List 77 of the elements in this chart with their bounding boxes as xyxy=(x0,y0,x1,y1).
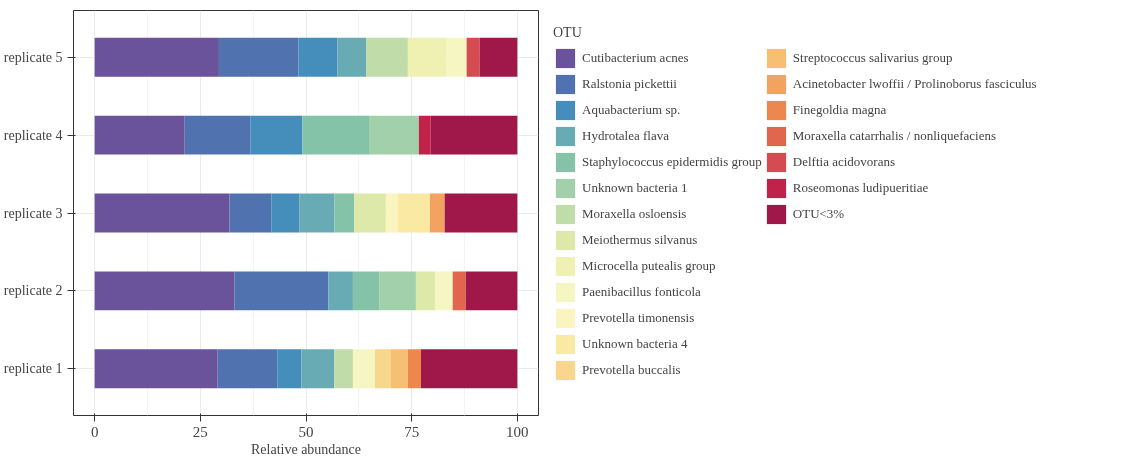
bar xyxy=(94,349,218,389)
legend-title: OTU xyxy=(553,25,583,41)
bar xyxy=(217,349,278,389)
legend-label: Acinetobacter lwoffii / Prolinoborus fasciculus xyxy=(792,75,1037,93)
legend-label: Unknown bacteria 1 xyxy=(582,179,688,197)
legend-label: Ralstonia pickettii xyxy=(582,75,677,93)
x-tick-label: 100 xyxy=(506,423,529,440)
y-tick-label: replicate 2 xyxy=(3,283,63,299)
bar xyxy=(298,37,338,77)
legend-label: Prevotella buccalis xyxy=(582,361,681,379)
bar xyxy=(430,115,518,155)
bar xyxy=(250,115,303,155)
bar xyxy=(466,37,480,77)
bar xyxy=(390,349,408,389)
legend-label: Moraxella osloensis xyxy=(582,205,687,223)
bar xyxy=(444,193,518,233)
bar xyxy=(420,349,518,389)
bar xyxy=(452,271,466,311)
bar xyxy=(429,193,445,233)
bar xyxy=(334,349,353,389)
x-tick-label: 25 xyxy=(192,423,208,440)
legend-label: Roseomonas ludipueritiae xyxy=(792,179,929,197)
bar xyxy=(385,193,398,233)
bar xyxy=(277,349,302,389)
legend-label: Prevotella timonensis xyxy=(582,309,695,327)
x-tick-label: 0 xyxy=(90,423,99,440)
legend-label: Unknown bacteria 4 xyxy=(582,335,688,353)
bar xyxy=(301,349,335,389)
bar xyxy=(415,271,435,311)
y-tick-label: replicate 5 xyxy=(3,49,63,65)
x-tick-label: 50 xyxy=(298,423,314,440)
legend-label: Staphylococcus epidermidis group xyxy=(582,153,762,171)
bar xyxy=(366,37,408,77)
bar xyxy=(218,37,299,77)
legend-label: Moraxella catarrhalis / nonliquefaciens xyxy=(792,127,997,145)
bar xyxy=(229,193,272,233)
bar xyxy=(352,271,380,311)
x-axis-title: Relative abundance xyxy=(251,441,362,457)
bar xyxy=(354,193,386,233)
bar xyxy=(407,37,447,77)
bar xyxy=(184,115,251,155)
bar xyxy=(302,115,369,155)
legend-label: OTU<3% xyxy=(792,205,845,223)
bar xyxy=(94,271,235,311)
bar xyxy=(299,193,335,233)
bar xyxy=(271,193,300,233)
legend-label: Aquabacterium sp. xyxy=(582,101,681,119)
legend-label: Meiothermus silvanus xyxy=(582,231,698,249)
bar xyxy=(352,349,375,389)
bar xyxy=(94,37,219,77)
bar xyxy=(479,37,518,77)
bar xyxy=(328,271,353,311)
bar xyxy=(397,193,430,233)
legend-label: Cutibacterium acnes xyxy=(582,49,689,67)
bar xyxy=(374,349,391,389)
legend-label: Hydrotalea flava xyxy=(582,127,669,145)
bar xyxy=(94,193,230,233)
y-tick-label: replicate 3 xyxy=(3,205,63,221)
bar xyxy=(434,271,453,311)
bar xyxy=(379,271,416,311)
legend-label: Microcella putealis group xyxy=(582,257,716,275)
x-tick-label: 75 xyxy=(404,423,420,440)
bar xyxy=(465,271,518,311)
legend-label: Finegoldia magna xyxy=(792,101,887,119)
bar xyxy=(407,349,421,389)
bar xyxy=(368,115,419,155)
bar xyxy=(234,271,329,311)
legend-label: Delftia acidovorans xyxy=(792,153,895,171)
legend-label: Paenibacillus fonticola xyxy=(582,283,701,301)
bar xyxy=(337,37,367,77)
bar xyxy=(94,115,185,155)
y-tick-label: replicate 1 xyxy=(3,361,63,377)
bar xyxy=(446,37,467,77)
legend-label: Streptococcus salivarius group xyxy=(792,49,953,67)
bar xyxy=(418,115,431,155)
y-tick-label: replicate 4 xyxy=(3,127,63,143)
bar xyxy=(334,193,355,233)
